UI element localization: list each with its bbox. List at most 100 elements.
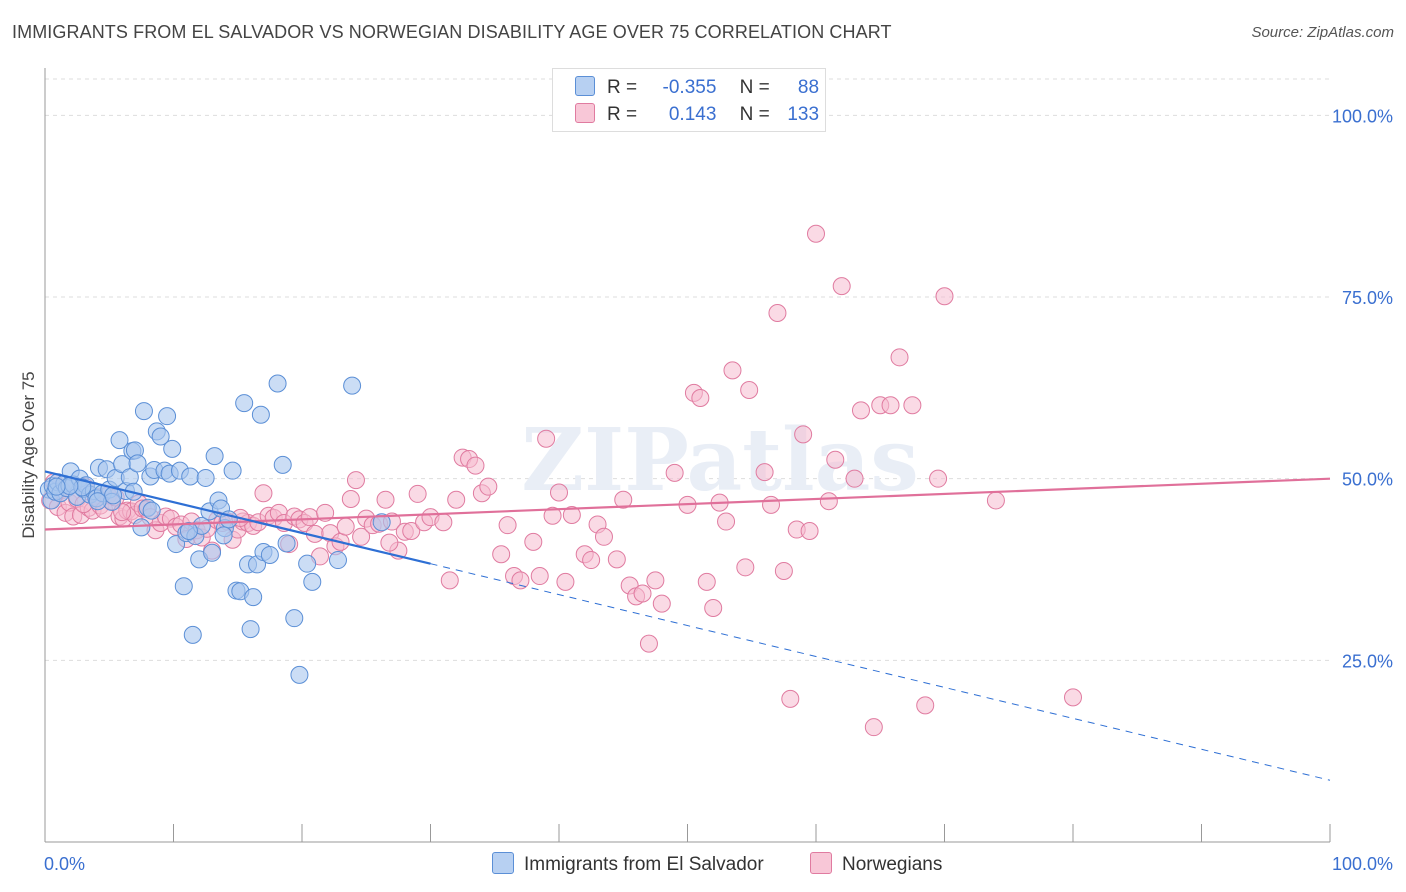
- el-salvador-point: [174, 577, 193, 596]
- norwegians-point: [341, 490, 360, 509]
- y-axis-label: Disability Age Over 75: [19, 371, 38, 538]
- r-value: -0.355: [662, 77, 717, 98]
- el-salvador-point: [241, 620, 260, 639]
- norwegians-point: [851, 401, 870, 420]
- legend-row-norwegians: R = 0.143 N = 133: [575, 103, 819, 126]
- norwegians-point: [402, 521, 421, 540]
- norwegians-point: [594, 527, 613, 546]
- y-tick-label: 75.0%: [1342, 288, 1393, 308]
- norwegians-point: [492, 545, 511, 564]
- legend-item-norwegians: Norwegians: [810, 852, 942, 876]
- el-salvador-trend-extension: [430, 563, 1331, 781]
- norwegians-point: [380, 533, 399, 552]
- norwegians-point: [556, 572, 575, 591]
- el-salvador-point: [88, 492, 107, 511]
- el-salvador-points: [39, 374, 391, 684]
- norwegians-point: [1064, 688, 1082, 707]
- norwegians-point: [986, 491, 1005, 510]
- norwegians-point: [903, 396, 922, 415]
- el-salvador-point: [151, 427, 170, 446]
- tick-labels: 25.0% 50.0% 75.0% 100.0% 0.0% 100.0%: [44, 106, 1393, 874]
- norwegians-point: [440, 571, 459, 590]
- norwegians-point: [530, 567, 549, 586]
- norwegians-point: [434, 513, 453, 532]
- norwegians-point: [740, 381, 759, 400]
- source-credit: Source: ZipAtlas.com: [1251, 24, 1394, 41]
- norwegians-point: [864, 718, 883, 737]
- el-salvador-point: [298, 554, 317, 573]
- norwegians-point: [807, 224, 825, 243]
- blue-swatch: [575, 76, 595, 96]
- norwegians-point: [881, 396, 900, 415]
- el-salvador-point: [132, 518, 151, 537]
- norwegians-point: [582, 551, 601, 570]
- el-salvador-point: [214, 526, 233, 545]
- series-name: Norwegians: [842, 854, 943, 875]
- norwegians-point: [697, 572, 716, 591]
- norwegians-point: [890, 348, 909, 367]
- el-salvador-point: [244, 588, 263, 607]
- norwegians-point: [768, 303, 787, 322]
- norwegians-point: [447, 490, 466, 509]
- pink-swatch: [810, 852, 832, 874]
- norwegians-point: [498, 516, 517, 535]
- el-salvador-point: [142, 501, 161, 520]
- norwegians-point: [376, 490, 395, 509]
- trend-lines: [44, 470, 1331, 781]
- norwegians-point: [794, 425, 813, 444]
- el-salvador-point: [134, 402, 153, 421]
- el-salvador-point: [223, 461, 242, 480]
- norwegians-point: [408, 484, 427, 503]
- el-salvador-point: [205, 447, 224, 466]
- norwegians-point: [254, 484, 273, 503]
- chart-title: IMMIGRANTS FROM EL SALVADOR VS NORWEGIAN…: [12, 22, 892, 42]
- gridlines: [45, 78, 1330, 661]
- el-salvador-point: [328, 551, 347, 570]
- norwegians-point: [774, 561, 793, 580]
- norwegians-point: [845, 469, 864, 488]
- norwegians-point: [723, 361, 742, 380]
- correlation-legend: R = -0.355 N = 88 R = 0.143 N = 133: [552, 68, 826, 132]
- norwegians-point: [543, 506, 562, 525]
- el-salvador-point: [203, 543, 222, 562]
- el-salvador-point: [285, 609, 304, 628]
- pink-swatch: [575, 103, 595, 123]
- norwegians-point: [479, 477, 498, 496]
- blue-swatch: [492, 852, 514, 874]
- r-label: R =: [607, 77, 638, 98]
- el-salvador-point: [163, 439, 182, 458]
- norwegians-point: [800, 521, 819, 540]
- norwegians-point: [935, 287, 954, 306]
- norwegians-point: [300, 508, 319, 527]
- n-label: N =: [739, 104, 770, 125]
- norwegians-point: [336, 517, 355, 536]
- norwegians-point: [466, 456, 485, 475]
- x-tick-label: 100.0%: [1332, 854, 1393, 874]
- norwegians-point: [550, 483, 568, 502]
- r-label: R =: [607, 104, 638, 125]
- norwegians-point: [646, 571, 665, 590]
- norwegians-point: [316, 503, 335, 522]
- norwegians-point: [524, 532, 543, 551]
- r-value: 0.143: [668, 104, 717, 125]
- norwegians-point: [607, 550, 626, 569]
- norwegians-point: [614, 490, 633, 509]
- el-salvador-point: [251, 405, 270, 424]
- series-name: Immigrants from El Salvador: [524, 854, 764, 875]
- el-salvador-point: [303, 572, 322, 591]
- norwegians-point: [691, 389, 710, 408]
- y-tick-label: 100.0%: [1332, 106, 1393, 126]
- norwegians-point: [652, 594, 671, 613]
- el-salvador-trend-line: [44, 470, 431, 565]
- norwegians-point: [781, 689, 800, 708]
- el-salvador-point: [181, 467, 200, 486]
- norwegians-point: [633, 584, 652, 603]
- el-salvador-point: [260, 545, 279, 564]
- el-salvador-point: [268, 374, 287, 393]
- el-salvador-point: [196, 468, 215, 487]
- el-salvador-point: [158, 407, 177, 426]
- axes: [44, 68, 1331, 843]
- norwegians-point: [511, 571, 530, 590]
- norwegians-point: [832, 277, 851, 296]
